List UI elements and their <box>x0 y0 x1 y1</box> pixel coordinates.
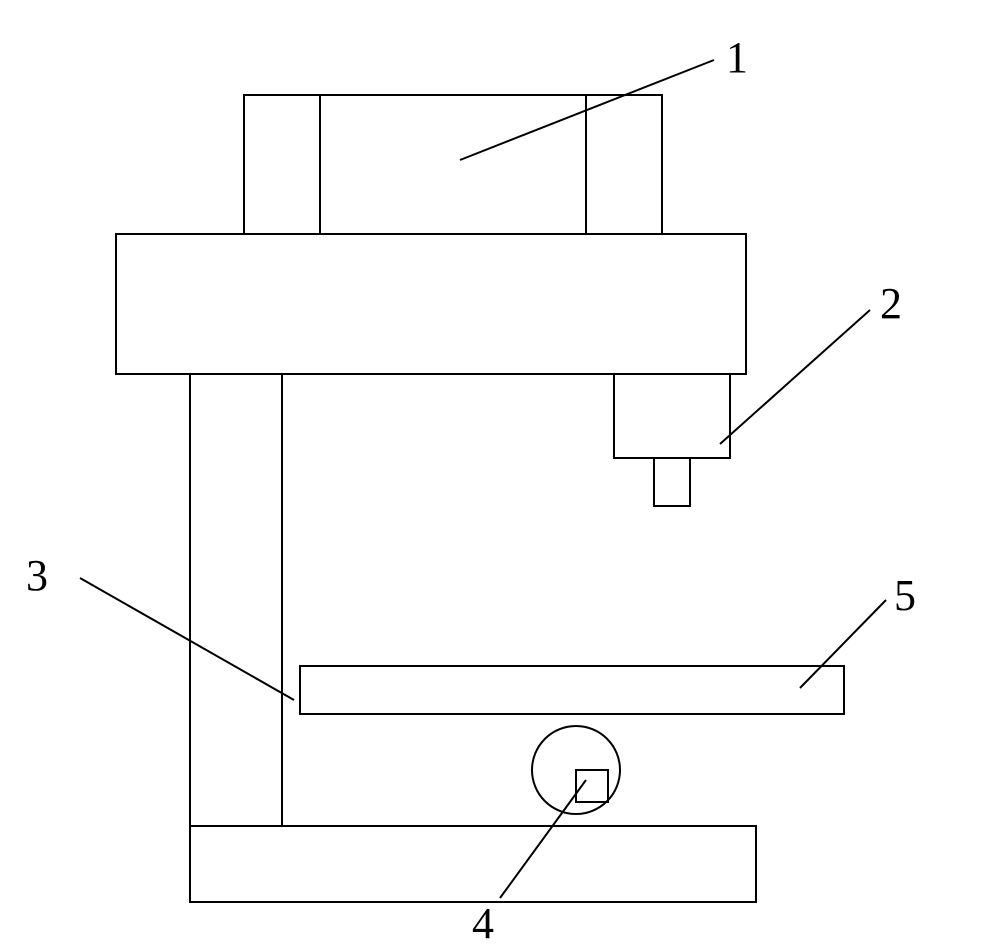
base-block <box>190 826 756 902</box>
label-3: 3 <box>26 550 48 601</box>
label-2: 2 <box>880 278 902 329</box>
top-block <box>244 95 662 234</box>
head-block <box>614 374 730 458</box>
arm-block <box>116 234 746 374</box>
nozzle-block <box>654 458 690 506</box>
label-5: 5 <box>894 570 916 621</box>
label-4: 4 <box>472 898 494 949</box>
label-1: 1 <box>726 32 748 83</box>
diagram-stage: 1 2 3 4 5 <box>0 0 1000 946</box>
table-bar <box>300 666 844 714</box>
diagram-svg <box>0 0 1000 946</box>
column-block <box>190 374 282 826</box>
